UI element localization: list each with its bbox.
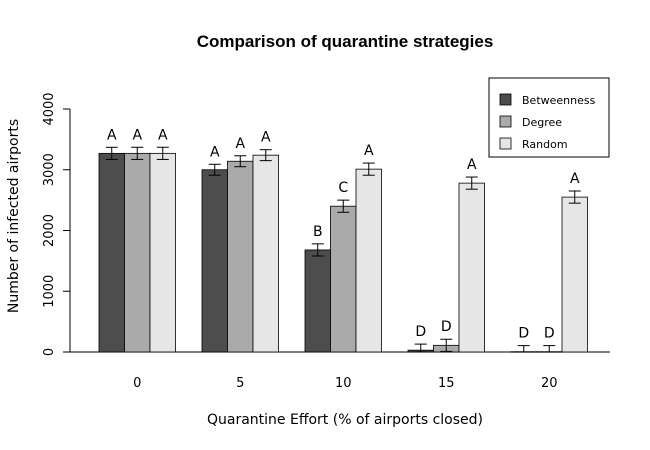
- error-bar: [362, 162, 375, 176]
- y-axis-label: Number of infected airports: [6, 119, 22, 313]
- bar: [227, 160, 254, 353]
- x-axis-label: Quarantine Effort (% of airports closed): [207, 412, 483, 428]
- error-bar: [105, 146, 118, 160]
- significance-label: B: [313, 224, 323, 240]
- error-bar: [131, 146, 144, 160]
- bar: [561, 196, 588, 353]
- significance-label: D: [544, 326, 555, 342]
- legend-swatch: [499, 93, 512, 106]
- significance-label: D: [518, 326, 529, 342]
- error-bar: [337, 199, 350, 213]
- error-bar: [259, 149, 272, 162]
- bar: [355, 168, 382, 353]
- x-tick-label: 20: [541, 376, 558, 391]
- significance-label: C: [338, 180, 348, 196]
- bar: [252, 154, 279, 353]
- bar: [98, 152, 125, 353]
- x-axis: 0 5 10 15 20: [64, 351, 610, 391]
- y-tick-label: 2000: [42, 214, 57, 247]
- y-tick-label: 3000: [42, 153, 57, 186]
- significance-label: A: [467, 157, 477, 173]
- error-bar: [234, 155, 247, 168]
- bar: [458, 182, 485, 353]
- x-tick-label: 10: [335, 376, 352, 391]
- significance-label: A: [132, 127, 142, 143]
- bar: [304, 249, 331, 353]
- significance-label: A: [570, 171, 580, 187]
- x-tick-label: 15: [438, 376, 455, 391]
- x-tick-label: 5: [236, 376, 244, 391]
- legend-entry: Betweenness: [522, 94, 596, 107]
- chart-title: Comparison of quarantine strategies: [197, 32, 494, 51]
- significance-label: D: [441, 319, 452, 335]
- y-axis: 0 1000 2000 3000 4000: [42, 92, 71, 356]
- significance-label: A: [158, 127, 168, 143]
- significance-label: A: [364, 143, 374, 159]
- error-bar: [568, 190, 581, 204]
- error-bar: [517, 345, 530, 353]
- error-bar: [311, 243, 324, 257]
- legend-swatch: [499, 137, 512, 150]
- x-tick-label: 0: [133, 376, 141, 391]
- error-bar: [414, 343, 427, 353]
- bar: [201, 169, 228, 353]
- significance-label: A: [107, 127, 117, 143]
- error-bar: [208, 163, 221, 176]
- bar: [124, 152, 151, 353]
- significance-label: A: [261, 130, 271, 146]
- legend-swatch: [499, 115, 512, 128]
- y-tick-label: 4000: [42, 92, 57, 125]
- significance-label: A: [210, 144, 220, 160]
- error-bar: [465, 176, 478, 190]
- y-tick-label: 0: [42, 348, 57, 356]
- y-tick-label: 1000: [42, 275, 57, 308]
- error-bar: [440, 338, 453, 352]
- legend-entry: Degree: [522, 116, 562, 129]
- bar: [330, 205, 357, 353]
- error-bar: [543, 345, 556, 353]
- significance-label: A: [235, 136, 245, 152]
- legend-entry: Random: [522, 138, 568, 151]
- legend: Betweenness Degree Random: [488, 77, 610, 158]
- significance-label: D: [415, 324, 426, 340]
- error-bar: [156, 146, 169, 160]
- bar: [149, 152, 176, 353]
